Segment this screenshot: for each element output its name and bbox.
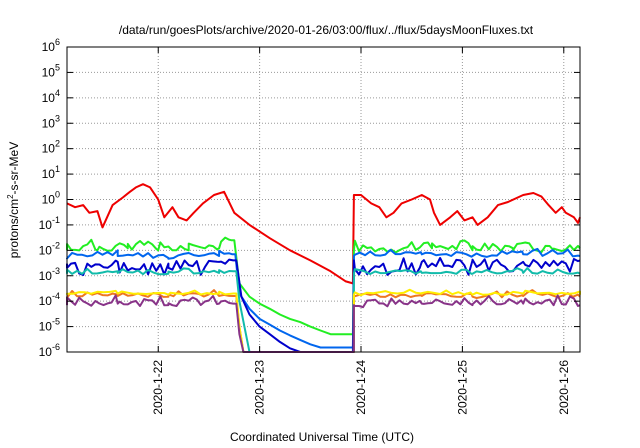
x-axis-label: Coordinated Universal Time (UTC) [230, 430, 414, 444]
y-tick-base: 10 [39, 320, 53, 334]
y-tick-label: 10-2 [39, 240, 60, 257]
y-axis-label-part1: protons/cm [7, 199, 21, 258]
x-tick-label: 2020-1-24 [354, 360, 368, 415]
x-axis: 2020-1-22 2020-1-23 2020-1-24 2020-1-25 2020… [151, 47, 571, 415]
y-tick-exp: -4 [52, 291, 60, 301]
y-axis-label-part2: -s-sr-MeV [7, 142, 21, 195]
y-tick-exp: 1 [55, 164, 60, 174]
series-line-4 [66, 267, 581, 353]
y-axis-label: protons/cm2-s-sr-MeV [6, 142, 21, 258]
x-tick-label: 2020-1-26 [557, 360, 571, 415]
chart-title: /data/run/goesPlots/archive/2020-01-26/0… [119, 23, 534, 37]
series-line-5 [66, 289, 581, 353]
y-tick-exp: -6 [52, 342, 60, 352]
x-tick-label: 2020-1-22 [151, 360, 165, 415]
y-tick-label: 10-6 [39, 342, 60, 359]
y-tick-exp: -3 [52, 266, 60, 276]
y-tick-base: 10 [42, 91, 56, 105]
y-axis: 10-610-510-410-310-210-11001011021031041… [39, 37, 580, 359]
y-tick-exp: 4 [55, 88, 60, 98]
y-tick-label: 105 [42, 62, 60, 79]
y-tick-base: 10 [39, 269, 53, 283]
y-tick-exp: -2 [52, 240, 60, 250]
y-tick-label: 10-3 [39, 266, 60, 283]
y-tick-label: 102 [42, 139, 60, 156]
y-tick-exp: -1 [52, 215, 60, 225]
y-tick-base: 10 [42, 142, 56, 156]
y-tick-exp: 5 [55, 62, 60, 72]
y-tick-base: 10 [42, 116, 56, 130]
series-line-7 [66, 294, 581, 353]
y-tick-label: 100 [42, 190, 60, 207]
y-tick-label: 10-1 [39, 215, 60, 232]
y-tick-exp: 0 [55, 190, 60, 200]
y-tick-base: 10 [42, 40, 56, 54]
y-tick-exp: 2 [55, 139, 60, 149]
grid [67, 47, 580, 352]
y-tick-base: 10 [39, 294, 53, 308]
x-tick-label: 2020-1-23 [253, 360, 267, 415]
y-tick-base: 10 [42, 193, 56, 207]
y-tick-label: 104 [42, 88, 60, 105]
series-group [66, 183, 581, 353]
x-tick-label: 2020-1-25 [455, 360, 469, 415]
y-tick-base: 10 [42, 65, 56, 79]
series-line-0 [66, 183, 581, 285]
y-tick-base: 10 [39, 218, 53, 232]
y-tick-label: 101 [42, 164, 60, 181]
y-axis-label-sup: 2 [6, 194, 15, 199]
y-tick-label: 10-5 [39, 317, 60, 334]
y-tick-base: 10 [42, 167, 56, 181]
y-tick-exp: 3 [55, 113, 60, 123]
plot-frame [66, 46, 581, 353]
y-tick-base: 10 [39, 345, 53, 359]
y-tick-exp: 6 [55, 37, 60, 47]
y-tick-label: 103 [42, 113, 60, 130]
y-tick-base: 10 [39, 243, 53, 257]
y-tick-label: 10-4 [39, 291, 60, 308]
series-line-1 [66, 236, 581, 336]
y-tick-label: 106 [42, 37, 60, 54]
y-tick-exp: -5 [52, 317, 60, 327]
series-line-6 [66, 288, 581, 353]
